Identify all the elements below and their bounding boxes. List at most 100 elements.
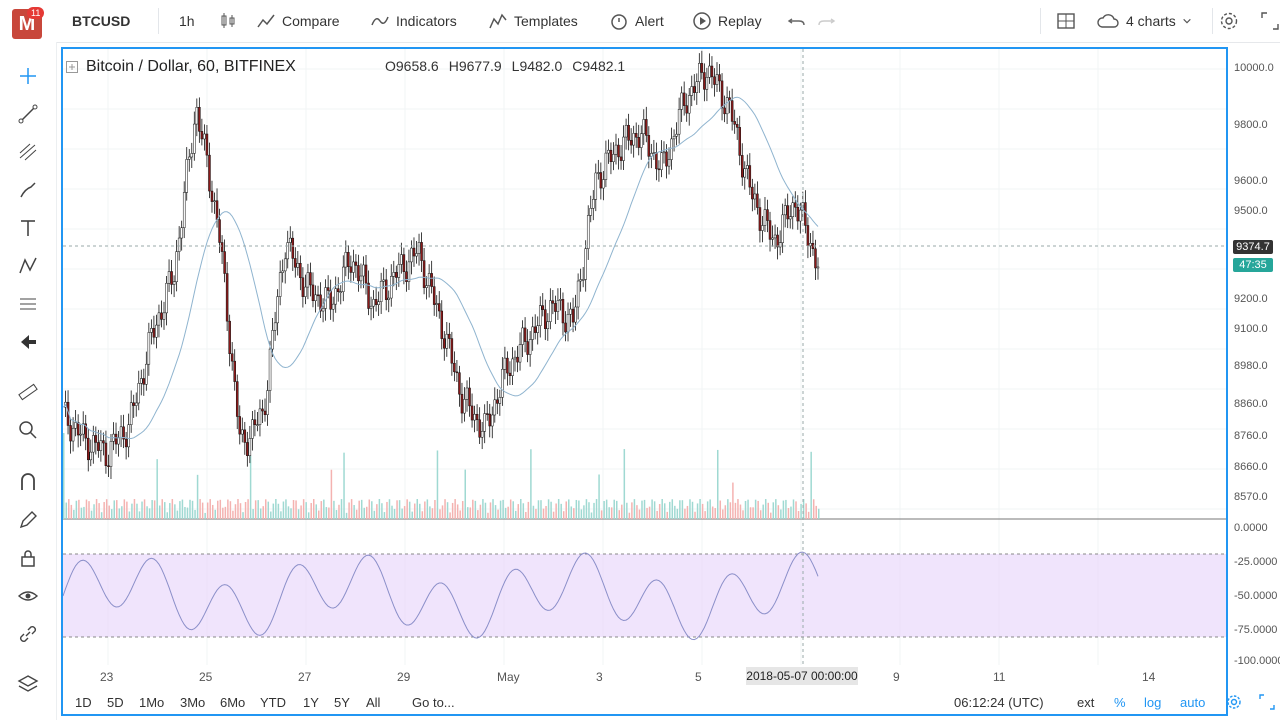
volume-bar [494, 505, 497, 519]
text-tool[interactable] [16, 216, 40, 240]
save-layout-button[interactable]: 4 charts [1096, 10, 1192, 32]
volume-bar [371, 501, 373, 519]
candle-body [74, 422, 77, 429]
candle-body [435, 303, 438, 305]
range-ytd[interactable]: YTD [260, 695, 286, 710]
interval-button[interactable]: 1h [179, 13, 195, 29]
range-1mo[interactable]: 1Mo [139, 695, 165, 710]
candle-body [508, 372, 512, 376]
link-tool[interactable] [16, 622, 40, 646]
volume-bar [631, 502, 633, 519]
range-all[interactable]: All [366, 695, 381, 710]
stay-drawing-tool[interactable] [16, 508, 40, 532]
candle-body [372, 299, 375, 307]
alert-button[interactable]: Alert [609, 10, 664, 32]
templates-button[interactable]: Templates [488, 10, 578, 32]
pattern-tool[interactable] [16, 254, 40, 278]
volume-bar [749, 507, 752, 519]
log-scale-toggle[interactable]: log [1144, 695, 1162, 710]
range-5d[interactable]: 5D [107, 695, 124, 710]
candle-body [152, 328, 156, 338]
collapse-toolbar[interactable] [16, 330, 40, 354]
trend-line-tool[interactable] [16, 102, 40, 126]
candle-body [142, 378, 146, 385]
compare-icon [257, 14, 275, 28]
range-1d[interactable]: 1D [75, 695, 92, 710]
redo-button[interactable] [816, 10, 836, 32]
volume-bar [95, 499, 98, 519]
goto-button[interactable]: Go to... [412, 695, 455, 710]
maximize-button[interactable] [1259, 694, 1275, 713]
volume-bar [474, 500, 477, 519]
candle-body [725, 97, 729, 115]
symbol-title[interactable]: Bitcoin / Dollar, 60, BITFINEX [86, 58, 296, 75]
prediction-tool[interactable] [16, 292, 40, 316]
candle-body [652, 152, 656, 154]
volume-bar [459, 510, 461, 519]
volume-bar [790, 506, 792, 519]
candle-body [379, 280, 383, 302]
measure-tool[interactable] [16, 380, 40, 404]
candle-body [374, 299, 378, 305]
candle-body [778, 242, 782, 248]
layout-button[interactable] [1056, 10, 1076, 32]
volume-bar [429, 506, 431, 519]
zoom-tool[interactable] [16, 418, 40, 442]
volume-bar [355, 509, 358, 519]
candle-body [220, 242, 224, 252]
expand-icon[interactable] [66, 61, 78, 73]
chart-settings-button[interactable] [1226, 694, 1242, 713]
lock-tool[interactable] [16, 546, 40, 570]
range-6mo[interactable]: 6Mo [220, 695, 246, 710]
volume-bar [259, 508, 262, 519]
replay-button[interactable]: Replay [692, 10, 762, 32]
auto-scale-toggle[interactable]: auto [1180, 695, 1206, 710]
range-5y[interactable]: 5Y [334, 695, 350, 710]
candle-body [443, 338, 446, 349]
replay-icon [693, 12, 711, 30]
brush-tool[interactable] [16, 178, 40, 202]
price-chart[interactable] [63, 49, 1226, 665]
candle-body [796, 206, 800, 222]
candle-body [756, 193, 759, 208]
candle-body [556, 300, 560, 312]
object-tree-tool[interactable] [16, 672, 40, 696]
chart-style-button[interactable] [218, 10, 238, 32]
percent-scale-toggle[interactable]: % [1114, 695, 1126, 710]
candle-body [210, 190, 214, 202]
fullscreen-button[interactable] [1260, 10, 1280, 32]
candle-body [281, 270, 284, 273]
crosshair-tool[interactable] [16, 64, 40, 88]
price-axis-tick: 8760.0 [1234, 430, 1268, 442]
compare-button[interactable]: Compare [256, 10, 340, 32]
candle-body [150, 328, 153, 333]
settings-button[interactable] [1219, 10, 1239, 32]
chart-pane[interactable] [61, 47, 1228, 716]
candle-body [157, 312, 161, 326]
extended-hours-toggle[interactable]: ext [1077, 695, 1095, 710]
candle-body [387, 297, 390, 300]
utc-clock[interactable]: 06:12:24 (UTC) [954, 695, 1044, 710]
undo-button[interactable] [787, 10, 807, 32]
candle-body [569, 308, 572, 315]
candle-body [177, 237, 181, 252]
magnet-tool[interactable] [16, 470, 40, 494]
hide-drawings-tool[interactable] [16, 584, 40, 608]
range-3mo[interactable]: 3Mo [180, 695, 206, 710]
candle-body [733, 121, 736, 125]
pitchfork-tool[interactable] [16, 140, 40, 164]
volume-bar [807, 511, 810, 519]
volume-bar [383, 512, 386, 519]
volume-bar [224, 506, 227, 519]
volume-bar [520, 499, 522, 519]
candle-body [786, 205, 789, 220]
candle-body [339, 291, 343, 293]
indicators-button[interactable]: Indicators [370, 10, 457, 32]
candle-body [253, 419, 257, 425]
candle-body [703, 72, 706, 90]
candle-body [546, 321, 550, 329]
candle-body [470, 405, 474, 421]
symbol-search[interactable]: BTCUSD [72, 13, 131, 29]
volume-bar [345, 512, 348, 519]
range-1y[interactable]: 1Y [303, 695, 319, 710]
